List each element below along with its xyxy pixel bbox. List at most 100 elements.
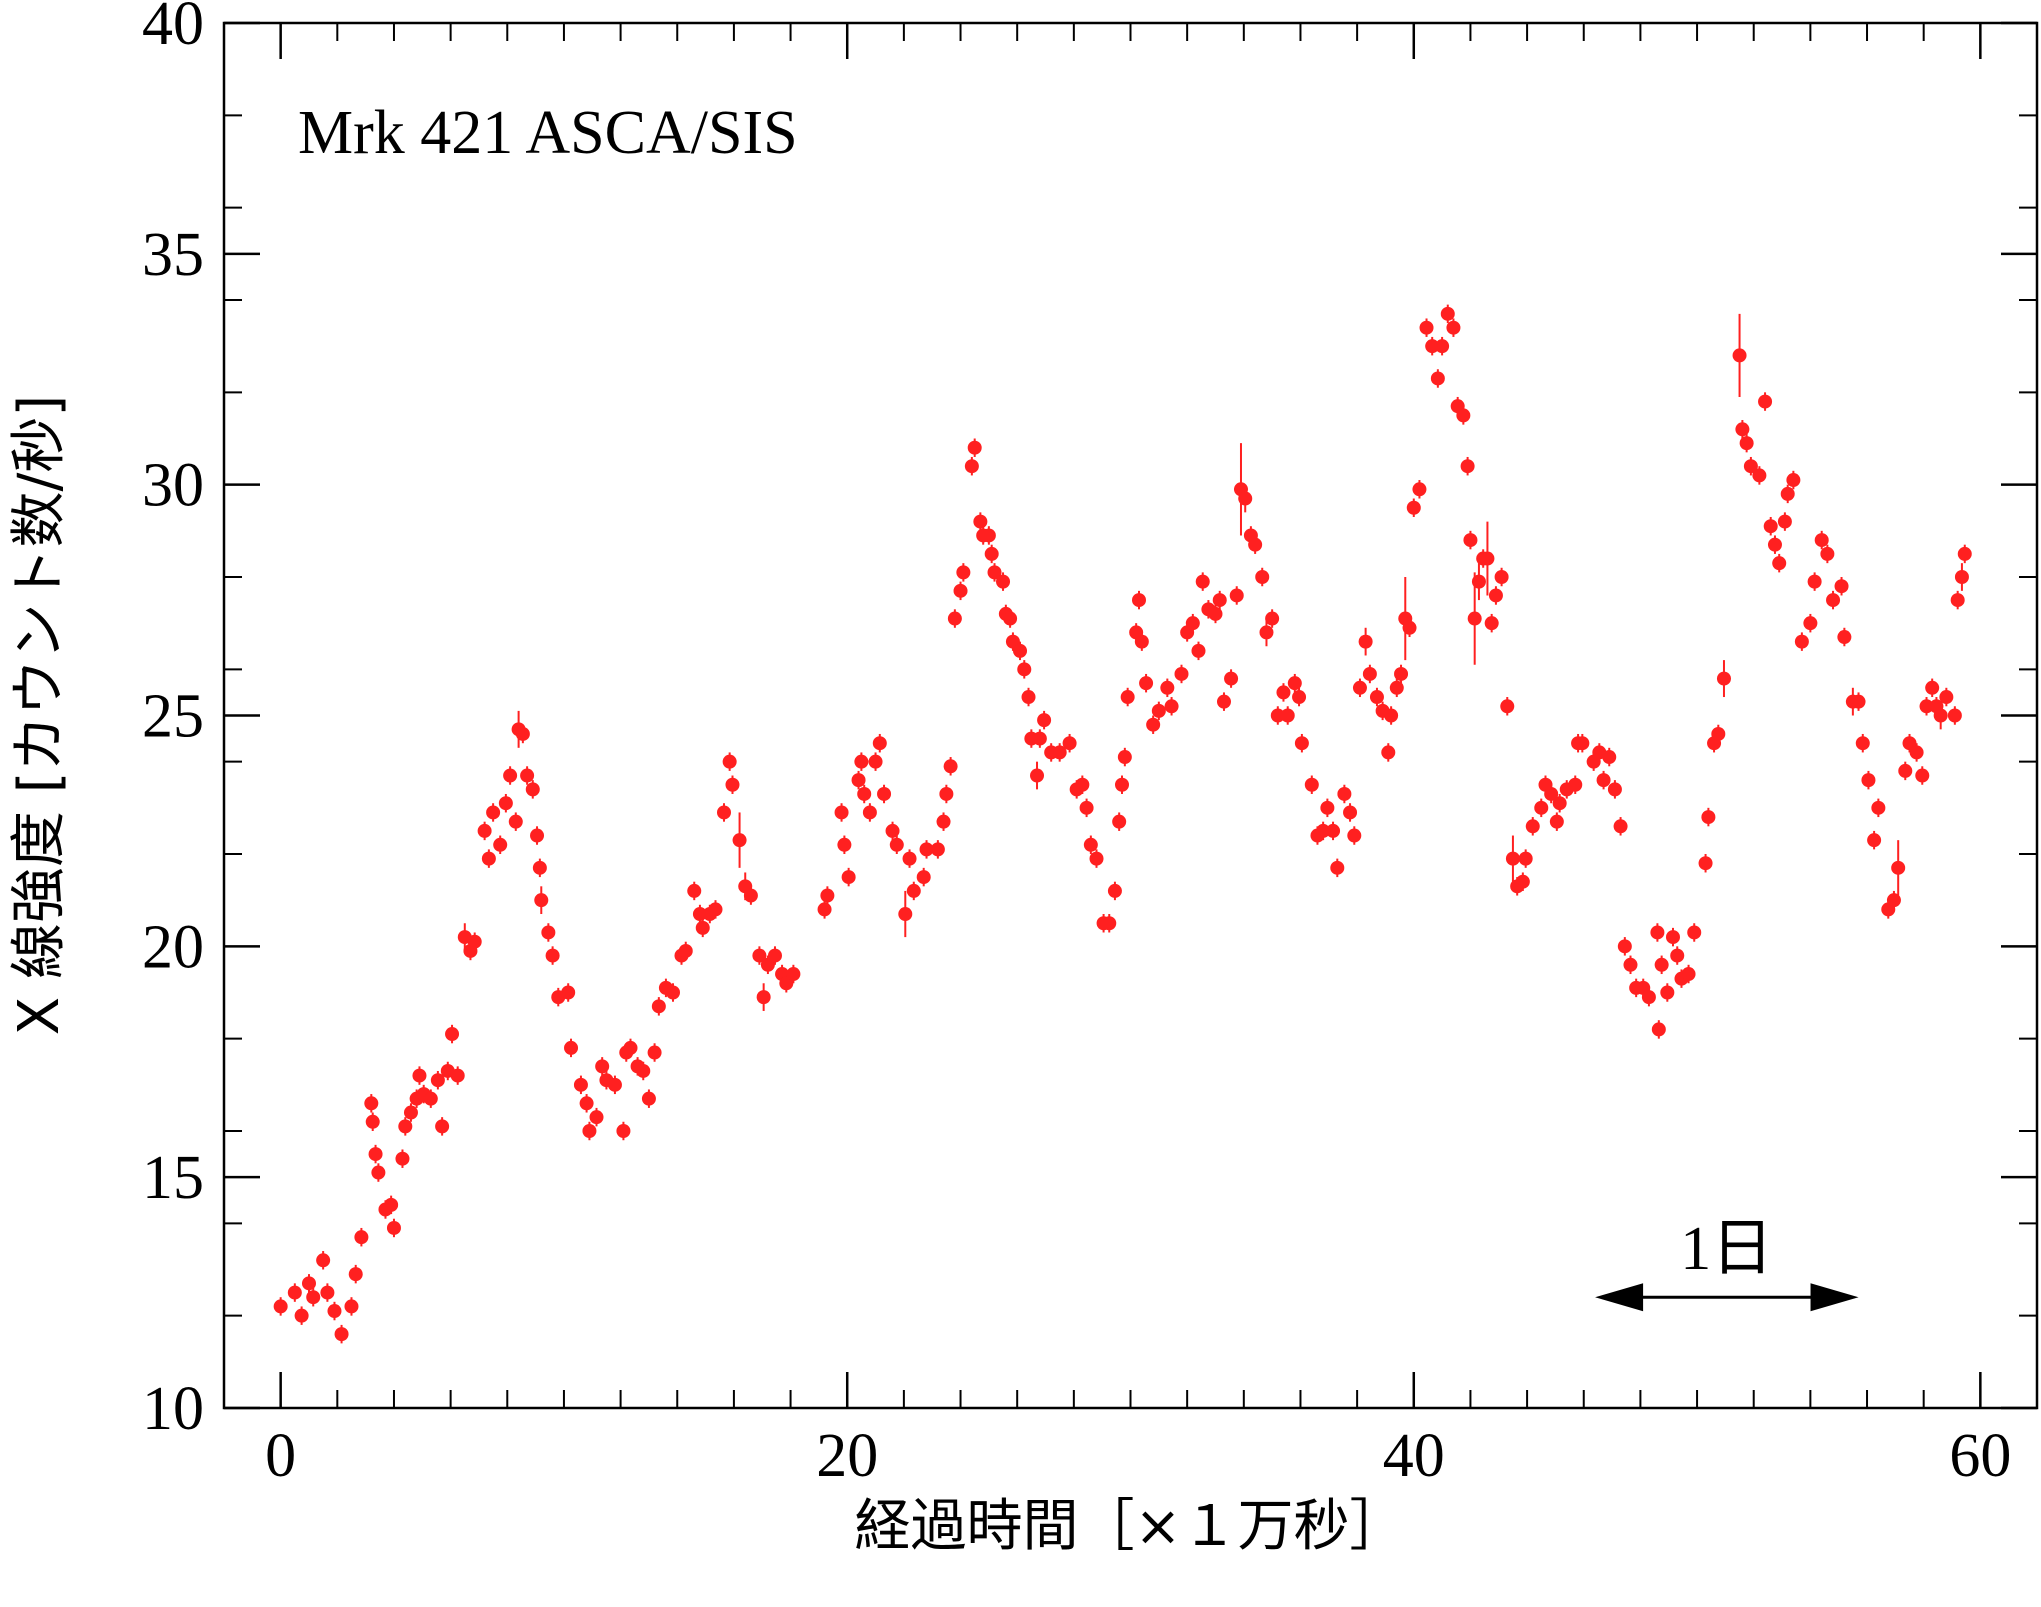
data-point	[973, 514, 988, 529]
data-point	[486, 805, 501, 820]
data-point	[936, 814, 951, 829]
data-point	[1613, 819, 1628, 834]
data-point	[1381, 745, 1396, 760]
data-point	[1780, 486, 1795, 501]
data-point	[1224, 671, 1239, 686]
data-point	[1013, 643, 1028, 658]
data-point	[503, 768, 518, 783]
data-point	[1229, 588, 1244, 603]
data-point	[423, 1091, 438, 1106]
data-point	[877, 786, 892, 801]
data-point	[1017, 662, 1032, 677]
data-point	[636, 1063, 651, 1078]
data-point	[1834, 579, 1849, 594]
y-tick-label: 25	[142, 683, 204, 751]
data-point	[1665, 930, 1680, 945]
data-point	[365, 1114, 380, 1129]
data-point	[1280, 708, 1295, 723]
data-point	[1030, 768, 1045, 783]
data-point	[430, 1073, 445, 1088]
data-point	[1402, 620, 1417, 635]
data-point	[666, 985, 681, 1000]
data-point	[395, 1151, 410, 1166]
data-point	[1777, 514, 1792, 529]
data-point	[1337, 786, 1352, 801]
data-point	[287, 1285, 302, 1300]
data-point	[1670, 948, 1685, 963]
y-tick-label: 35	[142, 221, 204, 289]
data-point	[1518, 851, 1533, 866]
data-point	[1752, 468, 1767, 483]
data-point	[1062, 736, 1077, 751]
data-point	[450, 1068, 465, 1083]
x-axis-label: 経過時間［×１万秒］	[855, 1494, 1406, 1559]
data-point	[1950, 593, 1965, 608]
data-point	[1898, 763, 1913, 778]
data-point	[1160, 680, 1175, 695]
data-point	[817, 902, 832, 917]
data-point	[1369, 690, 1384, 705]
data-point	[1362, 666, 1377, 681]
data-point	[623, 1040, 638, 1055]
data-point	[834, 805, 849, 820]
data-point	[868, 754, 883, 769]
data-point	[1886, 893, 1901, 908]
data-point	[1259, 625, 1274, 640]
data-point	[1909, 745, 1924, 760]
data-point	[1494, 570, 1509, 584]
data-point	[889, 837, 904, 852]
data-point	[862, 805, 877, 820]
data-point	[316, 1253, 331, 1268]
data-point	[1460, 459, 1475, 474]
data-point	[1851, 694, 1866, 709]
data-point	[1641, 990, 1656, 1005]
data-point	[1861, 773, 1876, 788]
data-point	[1117, 750, 1132, 765]
data-point	[1003, 611, 1018, 626]
data-point	[1807, 574, 1822, 589]
data-point	[1248, 537, 1263, 552]
data-point	[1654, 957, 1669, 972]
data-point	[306, 1290, 321, 1305]
data-point	[1954, 570, 1969, 584]
data-point	[561, 985, 576, 1000]
data-point	[1320, 800, 1335, 815]
data-point	[919, 842, 934, 857]
data-point	[1919, 699, 1934, 714]
data-point	[1134, 634, 1149, 649]
data-point	[885, 823, 900, 838]
data-point	[616, 1124, 631, 1138]
data-point	[695, 920, 710, 935]
data-point	[1488, 588, 1503, 603]
y-tick-label: 10	[142, 1375, 204, 1443]
data-point	[678, 943, 693, 958]
data-point	[493, 837, 508, 852]
data-point	[916, 870, 931, 885]
data-point	[1164, 699, 1179, 714]
data-point	[508, 814, 523, 829]
data-point	[851, 773, 866, 788]
data-point	[1456, 408, 1471, 423]
data-point	[996, 574, 1011, 589]
data-point	[1083, 837, 1098, 852]
data-point	[1330, 860, 1345, 875]
data-point	[692, 907, 707, 922]
data-point	[386, 1220, 401, 1235]
data-point	[1463, 533, 1478, 548]
data-point	[1294, 736, 1309, 751]
y-tick-label: 30	[142, 452, 204, 520]
data-point	[1837, 630, 1852, 645]
data-point	[541, 925, 556, 940]
data-point	[301, 1276, 316, 1291]
data-point	[1343, 805, 1358, 820]
data-point	[1552, 796, 1567, 811]
data-point	[467, 934, 482, 949]
data-point	[412, 1068, 427, 1083]
data-point	[732, 833, 747, 848]
data-point	[1146, 717, 1161, 732]
data-point	[532, 860, 547, 875]
data-point	[1596, 773, 1611, 788]
data-point	[1174, 666, 1189, 681]
data-point	[1732, 348, 1747, 363]
data-point	[906, 883, 921, 898]
